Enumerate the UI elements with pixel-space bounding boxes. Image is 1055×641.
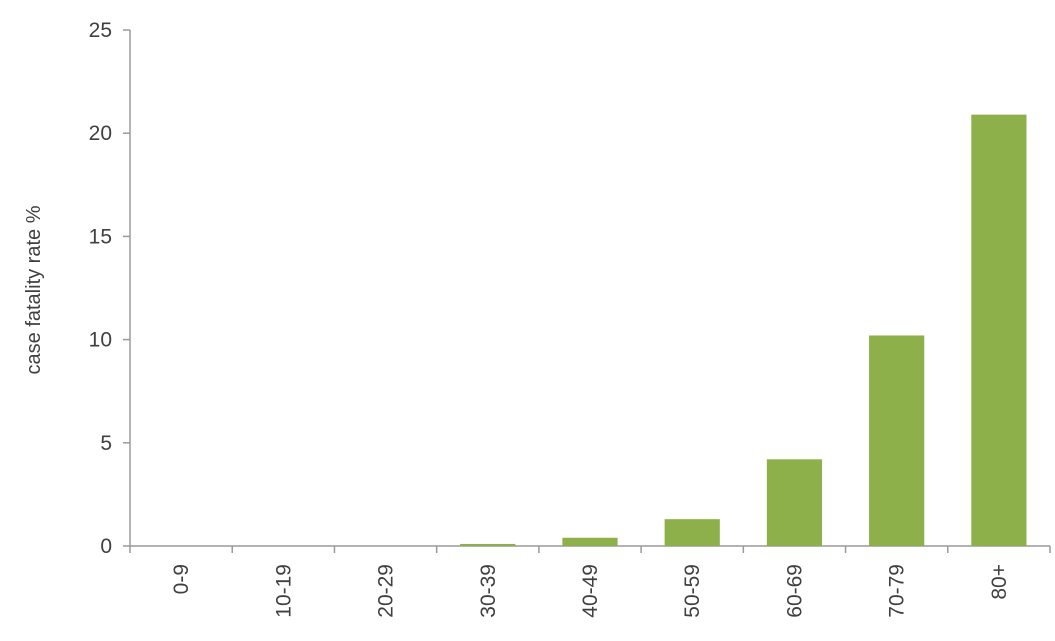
x-tick-label: 50-59 xyxy=(681,564,704,618)
y-tick-label: 0 xyxy=(100,535,112,558)
bar-60-69 xyxy=(766,459,823,546)
x-tick-label: 80+ xyxy=(988,564,1011,600)
x-tick-label: 30-39 xyxy=(477,564,500,618)
x-tick-label: 0-9 xyxy=(170,564,193,594)
bars xyxy=(460,114,1027,547)
bar-70-79 xyxy=(869,335,925,546)
x-axis: 0-9 10-19 20-29 30-39 40-49 50-59 60-69 70-79 80… xyxy=(129,545,1051,618)
bar-50-59 xyxy=(664,519,720,546)
y-axis-title: case fatality rate % xyxy=(23,205,45,374)
y-tick-label: 20 xyxy=(89,122,112,145)
x-tick-label: 20-29 xyxy=(375,564,398,618)
bar-30-39 xyxy=(460,543,516,546)
x-tick-label: 40-49 xyxy=(579,564,602,618)
bar-80plus xyxy=(971,114,1027,547)
y-tick-label: 5 xyxy=(100,432,112,455)
y-axis: 0 5 10 15 20 25 xyxy=(89,19,131,558)
y-tick-label: 25 xyxy=(89,19,112,42)
y-tick-label: 15 xyxy=(89,225,112,248)
x-tick-label: 60-69 xyxy=(783,564,806,618)
x-tick-label: 70-79 xyxy=(886,564,909,618)
x-tick-label: 10-19 xyxy=(272,564,295,618)
y-tick-label: 10 xyxy=(89,329,112,352)
bar-40-49 xyxy=(562,537,618,546)
